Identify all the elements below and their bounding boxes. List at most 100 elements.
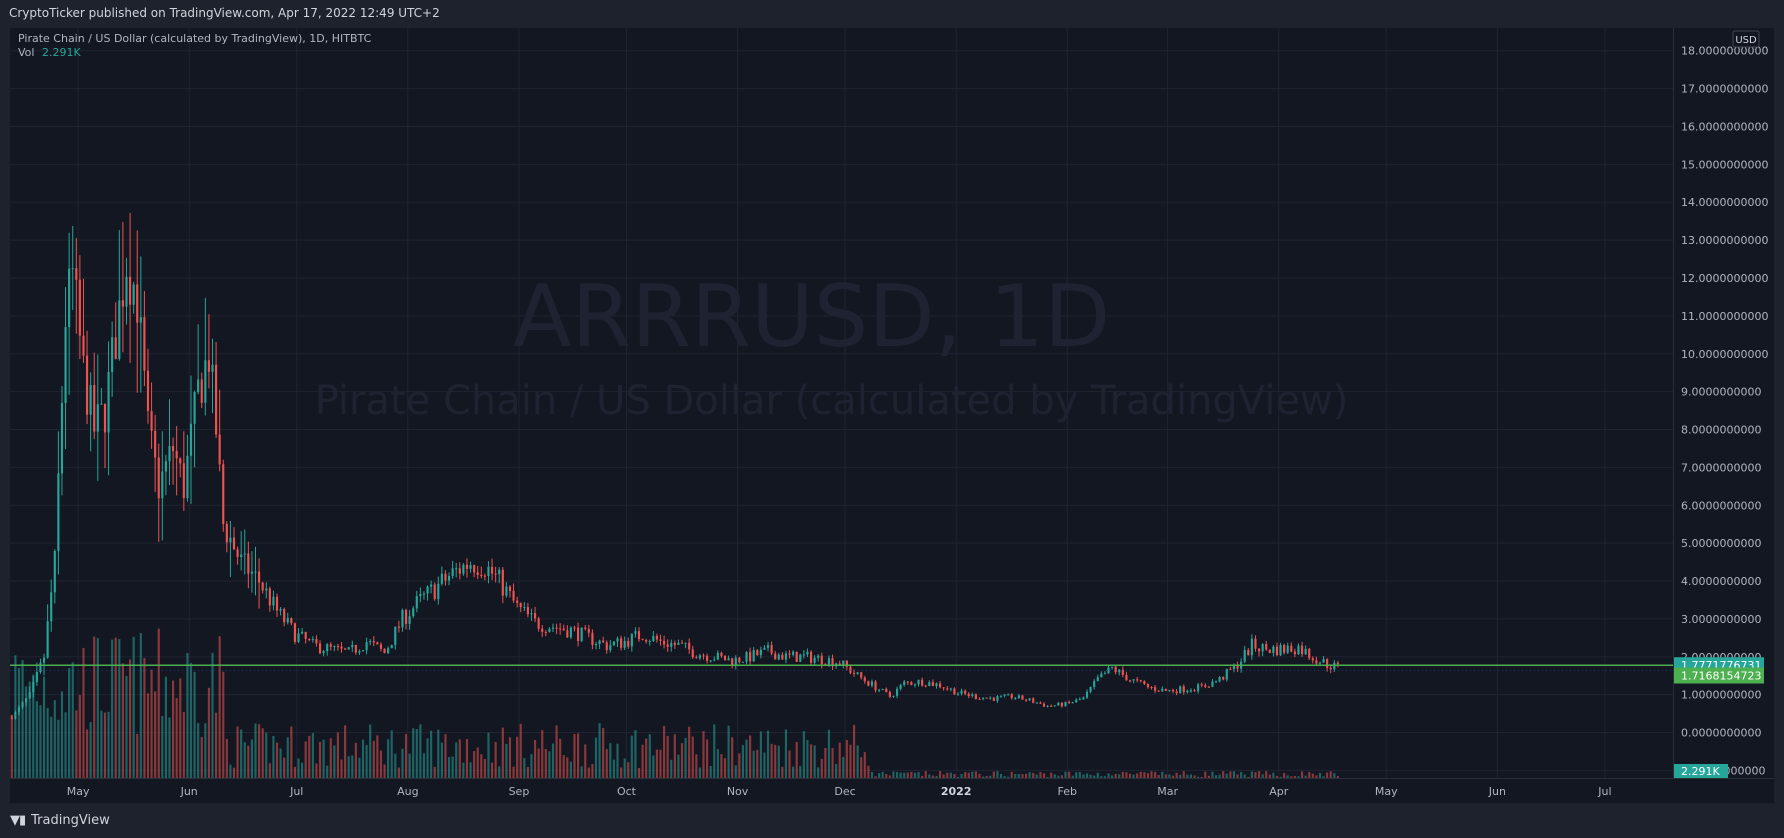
volume-bar bbox=[1143, 772, 1146, 778]
candle-body bbox=[505, 586, 508, 596]
candle-body bbox=[1300, 645, 1304, 655]
candle-body bbox=[526, 607, 529, 615]
volume-bar bbox=[322, 739, 325, 778]
candle-body bbox=[602, 640, 605, 643]
candle-body bbox=[663, 640, 666, 645]
candle-body bbox=[1064, 701, 1067, 707]
volume-bar bbox=[372, 740, 375, 778]
volume-bar bbox=[422, 753, 426, 778]
price-tick-label: 1.0000000000 bbox=[1681, 689, 1761, 702]
volume-bar bbox=[1218, 774, 1221, 778]
volume-bar bbox=[78, 694, 81, 778]
candle-body bbox=[530, 613, 533, 615]
volume-bar bbox=[1189, 774, 1193, 778]
tradingview-brand[interactable]: ▼▮ TradingView bbox=[10, 813, 110, 828]
chart-canvas[interactable]: ARRRUSD, 1D Pirate Chain / US Dollar (cal… bbox=[10, 28, 1774, 803]
volume-bar bbox=[1164, 774, 1167, 778]
candle-body bbox=[845, 660, 848, 667]
candle-body bbox=[1229, 668, 1232, 670]
symbol-legend[interactable]: Pirate Chain / US Dollar (calculated by … bbox=[18, 32, 371, 45]
volume-bar bbox=[971, 771, 974, 778]
candle-body bbox=[415, 596, 418, 609]
candle-body bbox=[863, 677, 866, 682]
chart-frame[interactable]: ARRRUSD, 1D Pirate Chain / US Dollar (cal… bbox=[10, 28, 1774, 803]
candle-body bbox=[1046, 705, 1049, 707]
candle-body bbox=[964, 690, 967, 694]
volume-bar bbox=[308, 735, 311, 778]
volume-bar bbox=[397, 767, 400, 778]
candle-body bbox=[132, 284, 135, 305]
volume-bar bbox=[1071, 775, 1074, 778]
volume-bar bbox=[1093, 775, 1096, 778]
volume-bar bbox=[437, 729, 440, 778]
candle-body bbox=[437, 583, 440, 600]
time-tick-label: Oct bbox=[617, 785, 637, 798]
candle-body bbox=[469, 565, 472, 569]
volume-bar bbox=[734, 765, 737, 778]
price-tick-label: 0.0000000000 bbox=[1681, 727, 1761, 740]
candle-body bbox=[1107, 667, 1110, 674]
candle-body bbox=[118, 300, 121, 360]
candle-body bbox=[1078, 699, 1081, 701]
volume-bar bbox=[576, 733, 580, 778]
candle-body bbox=[709, 660, 712, 662]
candle-body bbox=[849, 666, 852, 673]
candle-body bbox=[763, 647, 766, 650]
candle-body bbox=[1010, 694, 1013, 699]
candle-body bbox=[1214, 681, 1218, 683]
candle-body bbox=[852, 672, 856, 674]
volume-bar bbox=[408, 753, 411, 778]
candle-body bbox=[1304, 648, 1307, 655]
volume-bar bbox=[387, 739, 390, 778]
price-tick-label: 14.0000000000 bbox=[1681, 196, 1768, 209]
volume-bar bbox=[215, 712, 218, 778]
candle-body bbox=[1014, 698, 1017, 700]
volume-bar bbox=[878, 773, 881, 778]
price-tick-label: 8.0000000000 bbox=[1681, 424, 1761, 437]
volume-bar bbox=[842, 757, 845, 778]
candle-body bbox=[383, 648, 386, 654]
candle-body bbox=[28, 692, 31, 699]
candle-body bbox=[928, 682, 931, 687]
candle-body bbox=[498, 569, 501, 575]
candle-body bbox=[537, 618, 540, 629]
volume-bar bbox=[419, 724, 422, 778]
candle-body bbox=[1311, 658, 1314, 661]
time-tick-label: Feb bbox=[1058, 785, 1077, 798]
volume-bar bbox=[913, 772, 917, 778]
volume-bar bbox=[286, 737, 289, 778]
volume-bar bbox=[146, 693, 150, 778]
candle-body bbox=[688, 642, 691, 650]
candle-body bbox=[35, 671, 38, 682]
candle-body bbox=[655, 635, 658, 640]
volume-bar bbox=[612, 759, 615, 778]
volume-bar bbox=[1154, 771, 1157, 778]
candle-body bbox=[125, 276, 128, 307]
volume-legend[interactable]: Vol 2.291K bbox=[18, 46, 81, 59]
volume-bar bbox=[404, 734, 408, 778]
volume-bar bbox=[473, 751, 476, 778]
volume-bar bbox=[1200, 776, 1203, 778]
volume-bar bbox=[154, 691, 157, 778]
candle-body bbox=[369, 641, 372, 643]
volume-bar bbox=[1236, 774, 1239, 778]
candle-body bbox=[311, 639, 314, 641]
candle-body bbox=[261, 582, 264, 591]
volume-bar bbox=[1333, 773, 1336, 778]
volume-bar bbox=[21, 660, 24, 778]
volume-bar bbox=[856, 745, 859, 778]
candle-body bbox=[960, 690, 963, 694]
candle-body bbox=[351, 644, 354, 648]
volume-bar bbox=[824, 747, 827, 778]
time-tick-label: Dec bbox=[834, 785, 855, 798]
volume-bar bbox=[1146, 773, 1150, 778]
volume-bar bbox=[53, 700, 56, 778]
candle-body bbox=[1315, 660, 1318, 664]
candle-body bbox=[910, 682, 913, 685]
candle-body bbox=[236, 549, 239, 557]
candle-body bbox=[533, 613, 537, 619]
volume-bar bbox=[960, 773, 963, 778]
candle-body bbox=[329, 644, 332, 647]
volume-bar bbox=[784, 729, 788, 778]
candle-body bbox=[702, 655, 705, 657]
